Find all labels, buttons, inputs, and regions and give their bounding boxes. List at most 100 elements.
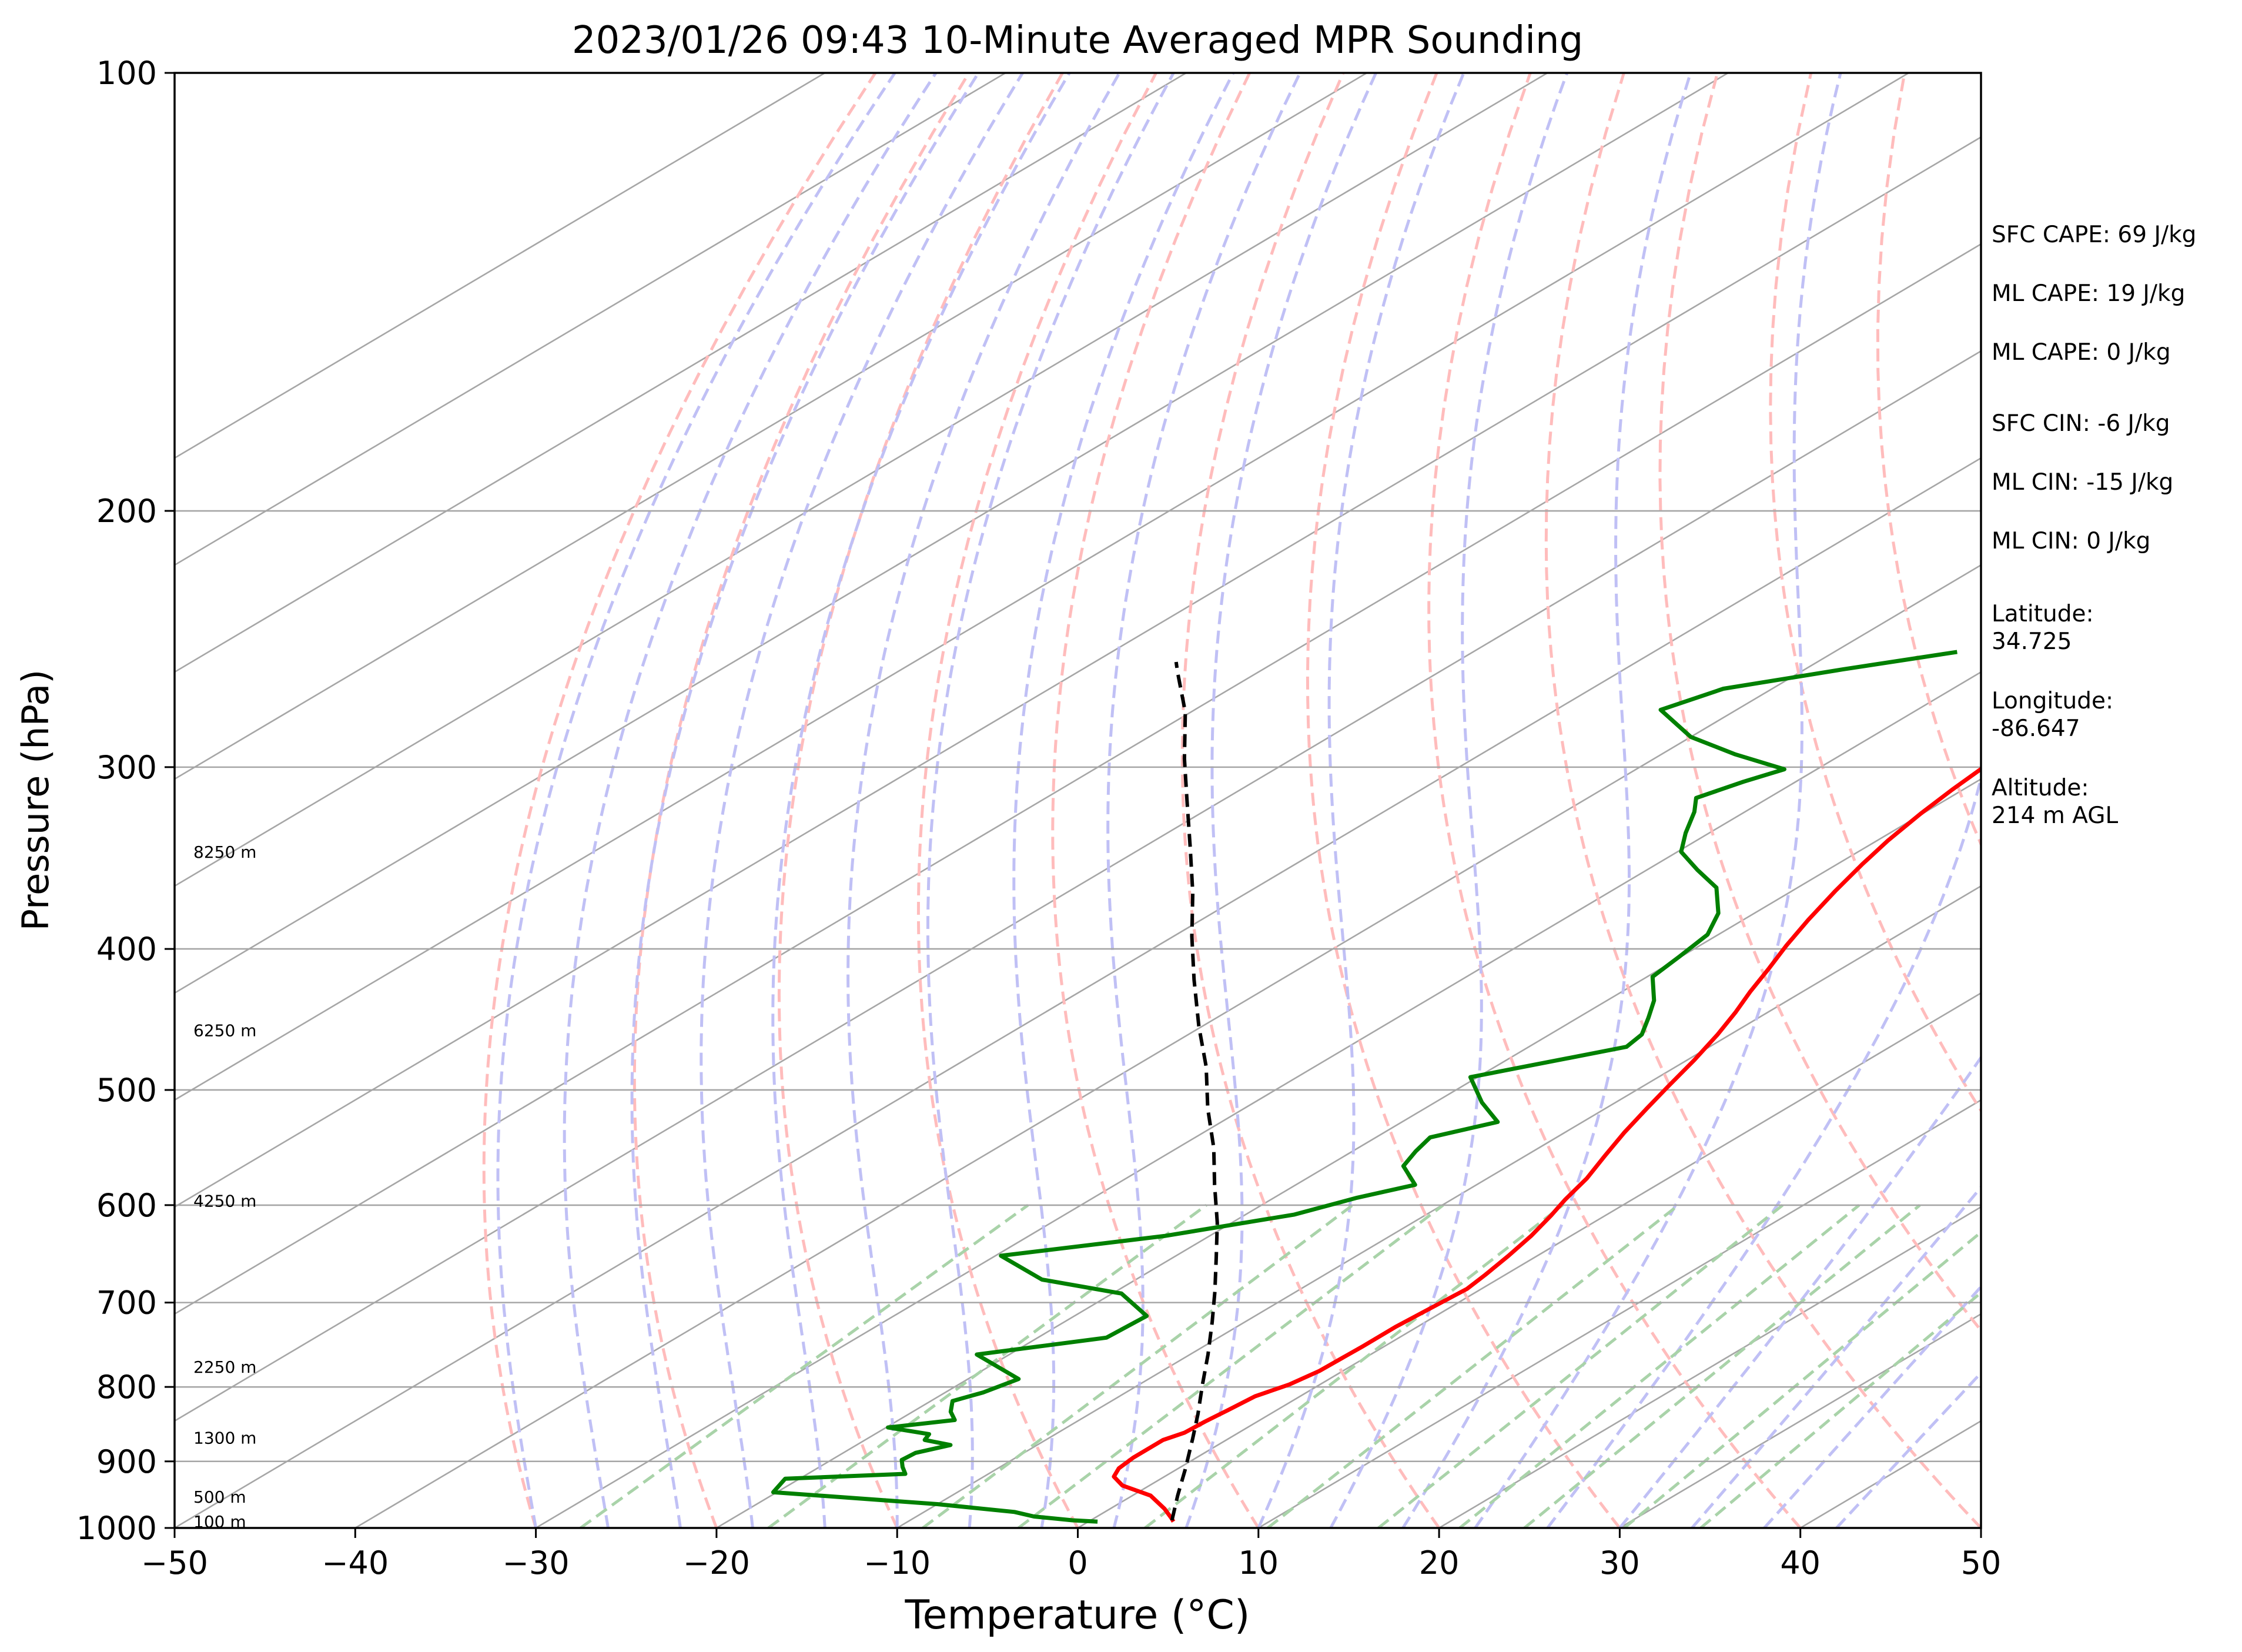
moist-adiabat-line [1546, 772, 1981, 1528]
isotherm-line [354, 564, 1981, 1528]
moist-adiabat-line [1763, 1285, 1981, 1528]
series-line-2 [771, 650, 1957, 1524]
height-label: 6250 m [193, 1021, 256, 1041]
moist-adiabat-line [1835, 1370, 1981, 1528]
x-tick-label: −10 [864, 1544, 931, 1581]
isotherm-line [1438, 1206, 1981, 1528]
y-tick-label: 500 [96, 1072, 157, 1109]
dry-adiabat-line [916, 73, 1157, 1528]
y-tick-label: 200 [96, 493, 157, 530]
mixing-ratio-line [580, 1203, 1029, 1528]
isotherm-line [175, 457, 1981, 1528]
dry-adiabat-line [482, 73, 877, 1528]
isotherm-line [175, 243, 1981, 1315]
x-tick-label: −20 [683, 1544, 750, 1581]
moist-adiabat-line [496, 73, 896, 1528]
dry-adiabat-line [2183, 73, 2242, 1528]
moist-adiabat-line [1474, 73, 1842, 1528]
y-tick-label: 800 [96, 1369, 157, 1406]
moist-adiabat-line [700, 73, 1024, 1528]
y-tick-label: 400 [96, 931, 157, 968]
moist-adiabat-line [1106, 73, 1301, 1528]
isotherm-line [175, 350, 1981, 1422]
mixing-ratio-line [1018, 1203, 1444, 1528]
mixing-ratio-line [1144, 1203, 1564, 1528]
info-label: ML CIN: -15 J/kg [1992, 469, 2173, 496]
moist-adiabat-line [1257, 73, 1465, 1528]
moist-adiabat-line [1012, 73, 1235, 1528]
info-label: Latitude: [1992, 601, 2094, 627]
moist-adiabat-line [1401, 73, 1692, 1528]
isotherm-line [896, 885, 1981, 1528]
info-value: -86.647 [1992, 715, 2080, 742]
height-label: 1300 m [193, 1429, 256, 1448]
isotherm-line [175, 136, 1981, 1208]
x-tick-label: 20 [1419, 1544, 1460, 1581]
y-tick-label: 700 [96, 1285, 157, 1322]
isotherm-line [175, 73, 1909, 1101]
y-tick-label: 1000 [76, 1510, 157, 1547]
x-tick-label: 40 [1780, 1544, 1821, 1581]
info-label: ML CAPE: 19 J/kg [1992, 280, 2185, 307]
x-tick-label: 10 [1238, 1544, 1279, 1581]
x-tick-label: 30 [1599, 1544, 1640, 1581]
height-label: 8250 m [193, 842, 256, 862]
dry-adiabat-line [1180, 73, 1441, 1528]
mixing-ratio-line [1458, 1203, 1860, 1528]
moist-adiabat-line [771, 73, 1071, 1528]
mixing-ratio-line [1266, 1203, 1679, 1528]
info-label: SFC CIN: -6 J/kg [1992, 410, 2170, 437]
mixing-ratio-line [1699, 1290, 1981, 1528]
dry-adiabat-line [1658, 73, 1981, 1333]
x-tick-label: −40 [322, 1544, 389, 1581]
mixing-ratio-line [767, 1203, 1207, 1528]
x-tick-label: 50 [1961, 1544, 2002, 1581]
isotherm-line [175, 73, 1187, 673]
y-axis-label: Pressure (hPa) [14, 670, 57, 931]
isotherm-line [535, 671, 1981, 1528]
dry-adiabat-line [1427, 73, 1802, 1528]
isotherm-line [175, 73, 825, 459]
info-value: 214 m AGL [1992, 802, 2118, 829]
info-label: Altitude: [1992, 775, 2089, 801]
x-axis-label: Temperature (°C) [905, 1592, 1250, 1638]
mixing-ratio-line [1523, 1203, 1921, 1528]
info-value: 34.725 [1992, 628, 2072, 655]
isobar-gridlines [175, 73, 1981, 1528]
y-tick-label: 900 [96, 1443, 157, 1480]
isotherm-line [175, 73, 1006, 566]
info-label: Longitude: [1992, 688, 2113, 714]
mixing-ratio-line [1377, 1203, 1784, 1528]
isotherm-line [716, 778, 1981, 1528]
y-tick-label: 600 [96, 1187, 157, 1224]
x-tick-label: 0 [1068, 1544, 1087, 1581]
dry-adiabat-line [633, 73, 971, 1528]
y-tick-label: 300 [96, 749, 157, 786]
height-label: 4250 m [193, 1192, 256, 1211]
y-tick-label: 100 [96, 55, 157, 92]
background-lines [175, 73, 2242, 1528]
info-label: ML CAPE: 0 J/kg [1992, 339, 2171, 366]
info-panel: SFC CAPE: 69 J/kg ML CAPE: 19 J/kg ML CAPE… [1992, 222, 2196, 829]
dry-adiabat-line [1544, 73, 1981, 1528]
mixing-ratio-line [1623, 1230, 1981, 1528]
dry-adiabat-line [1769, 73, 1981, 1113]
mixing-ratio-line [922, 1203, 1354, 1528]
info-label: ML CIN: 0 J/kg [1992, 528, 2150, 554]
series-line-1 [1112, 766, 1981, 1523]
isotherm-line [1258, 1099, 1981, 1528]
moist-adiabat-line [630, 73, 980, 1528]
sounding-series [771, 650, 1981, 1524]
plot-area [175, 73, 1981, 1528]
x-tick-label: −50 [141, 1544, 208, 1581]
dry-adiabat-line [777, 73, 1064, 1528]
y-axis-ticks: 1000 900 800 700 600 500 400 300 200 100 [76, 55, 175, 1547]
moist-adiabat-line [1329, 73, 1569, 1528]
x-axis-ticks: −50 −40 −30 −20 −10 0 10 20 30 40 50 [141, 1528, 2001, 1581]
isotherm-line [1077, 992, 1981, 1528]
height-label: 500 m [193, 1487, 246, 1507]
x-tick-label: −30 [503, 1544, 570, 1581]
height-label: 2250 m [193, 1357, 256, 1377]
